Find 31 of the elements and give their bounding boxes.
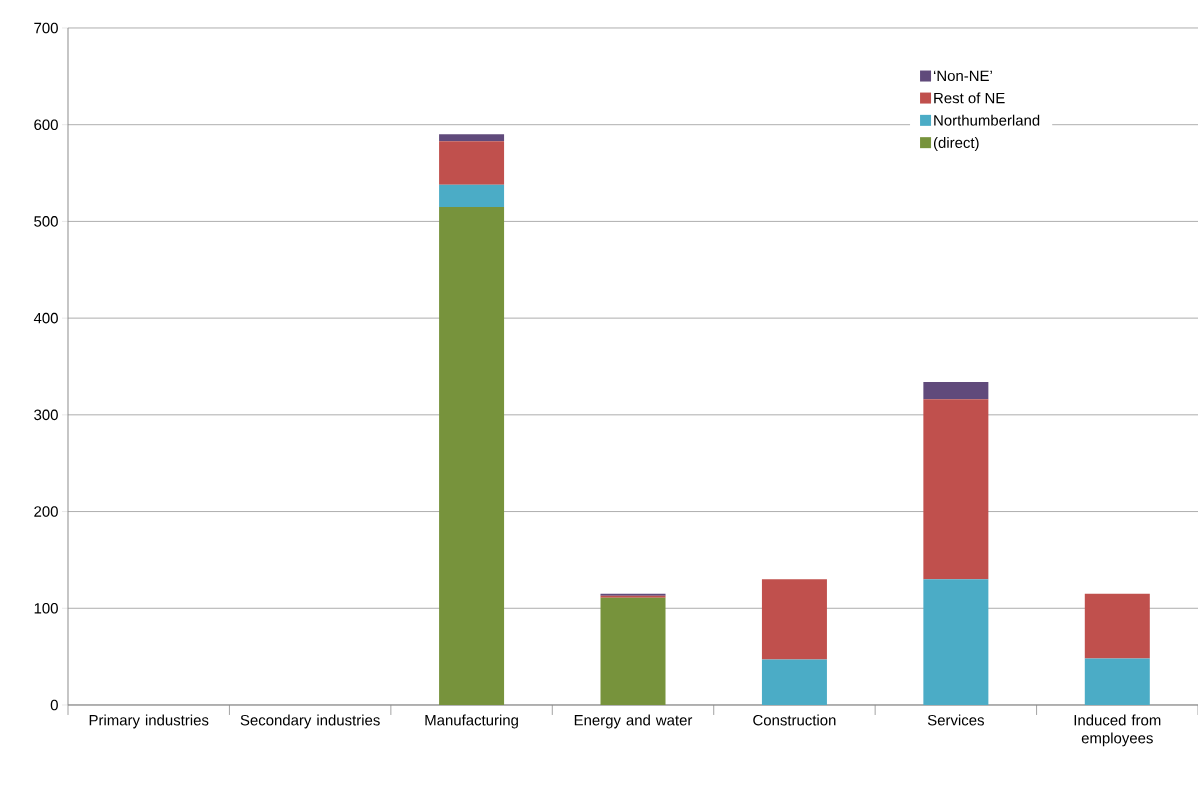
x-tick-label: Secondary industries — [240, 714, 380, 729]
legend-label: (direct) — [933, 137, 979, 151]
bar — [1084, 593, 1150, 659]
bar — [1084, 658, 1150, 705]
x-tick-label: Construction — [753, 714, 836, 726]
y-tick-label: 200 — [34, 506, 58, 517]
y-tick-label: 0 — [50, 699, 58, 711]
bar — [923, 399, 989, 580]
bar — [761, 579, 827, 660]
bar — [439, 141, 505, 185]
y-tick-label: 400 — [33, 312, 58, 324]
bar — [923, 381, 989, 400]
legend-label: ‘Non-NE’ — [933, 70, 992, 82]
x-tick-label: Induced from employees — [1074, 714, 1161, 747]
x-tick-label: Manufacturing — [425, 714, 518, 729]
y-tick-label: 300 — [34, 409, 58, 421]
y-tick-label: 700 — [34, 22, 58, 34]
y-tick-label: 100 — [34, 602, 58, 614]
x-tick-label: Primary industries — [89, 714, 209, 729]
bar — [439, 184, 505, 207]
bar — [761, 659, 827, 705]
legend-label: Northumberland — [934, 114, 1040, 126]
x-tick-label: Energy and water — [574, 714, 693, 729]
bar — [923, 579, 989, 705]
y-tick-label: 500 — [34, 216, 58, 227]
bar — [439, 134, 505, 142]
y-tick-label: 600 — [34, 119, 58, 130]
bar — [600, 597, 666, 705]
bar — [439, 206, 505, 705]
x-tick-label: Services — [927, 714, 984, 726]
legend-label: Rest of NE — [934, 92, 1005, 104]
